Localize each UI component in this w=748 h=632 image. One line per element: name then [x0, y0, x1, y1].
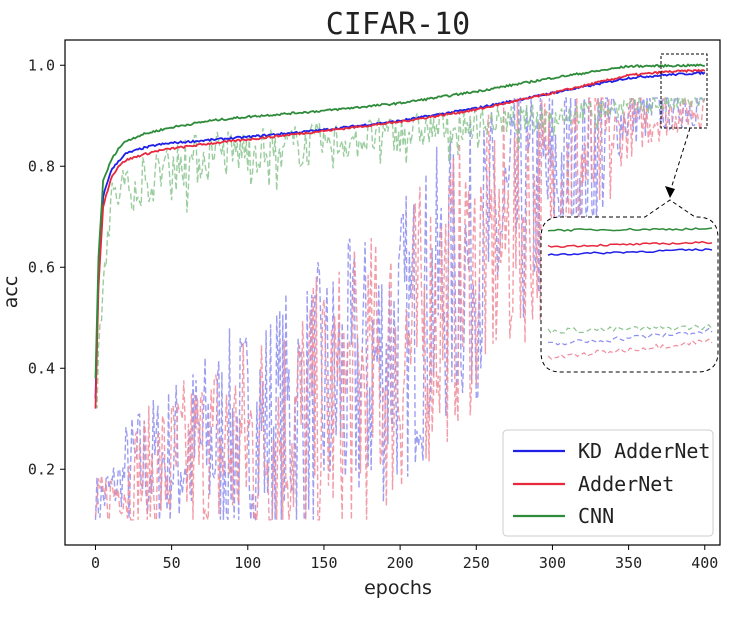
x-tick-label: 50: [163, 554, 181, 572]
inset-line-kd-addernet: [547, 248, 713, 256]
y-tick-label: 0.6: [28, 258, 55, 276]
inset-series-group: [547, 227, 713, 360]
series-line-cnn-test: [94, 97, 706, 409]
legend: KD AdderNet AdderNet CNN: [502, 429, 714, 537]
y-tick-label: 1.0: [28, 56, 55, 74]
x-tick-label: 0: [91, 554, 100, 572]
legend-label-cnn: CNN: [578, 504, 614, 528]
inset-frame: [540, 199, 719, 373]
x-tick-label: 100: [234, 554, 261, 572]
x-tick-label: 400: [691, 554, 718, 572]
x-tick-label: 350: [615, 554, 642, 572]
inset-line-cnn-test: [547, 324, 713, 335]
x-axis-label: epochs: [364, 577, 432, 599]
legend-label-kd-addernet: KD AdderNet: [578, 439, 710, 463]
axis-ticks: 0 50 100 150 200 250 300 350 400 0.2 0.4 0.6 0.8 1.0: [28, 56, 718, 572]
chart-title: CIFAR-10: [326, 7, 471, 42]
inset-line-cnn: [547, 227, 713, 232]
zoom-pointer-line: [669, 127, 691, 193]
y-tick-label: 0.4: [28, 359, 55, 377]
train-series-group: [94, 63, 706, 409]
series-line-addernet-test: [94, 96, 706, 523]
x-tick-label: 300: [539, 554, 566, 572]
x-tick-label: 150: [310, 554, 337, 572]
y-axis-label: acc: [0, 276, 22, 309]
test-series-group: [94, 96, 706, 523]
series-line-cnn: [94, 63, 705, 379]
legend-frame: [502, 429, 714, 537]
series-line-addernet: [94, 68, 706, 409]
plot-area-frame: [64, 39, 721, 546]
zoom-inset: [540, 199, 719, 373]
y-tick-label: 0.8: [28, 157, 55, 175]
inset-line-addernet-test: [547, 338, 713, 360]
legend-label-addernet: AdderNet: [578, 472, 674, 496]
inset-line-kd-addernet-test: [548, 327, 713, 346]
inset-line-addernet: [547, 240, 713, 248]
y-tick-label: 0.2: [28, 460, 55, 478]
zoom-region-box: [660, 53, 708, 129]
zoom-pointer-arrowhead: [665, 186, 675, 198]
x-tick-label: 200: [387, 554, 414, 572]
x-tick-label: 250: [463, 554, 490, 572]
